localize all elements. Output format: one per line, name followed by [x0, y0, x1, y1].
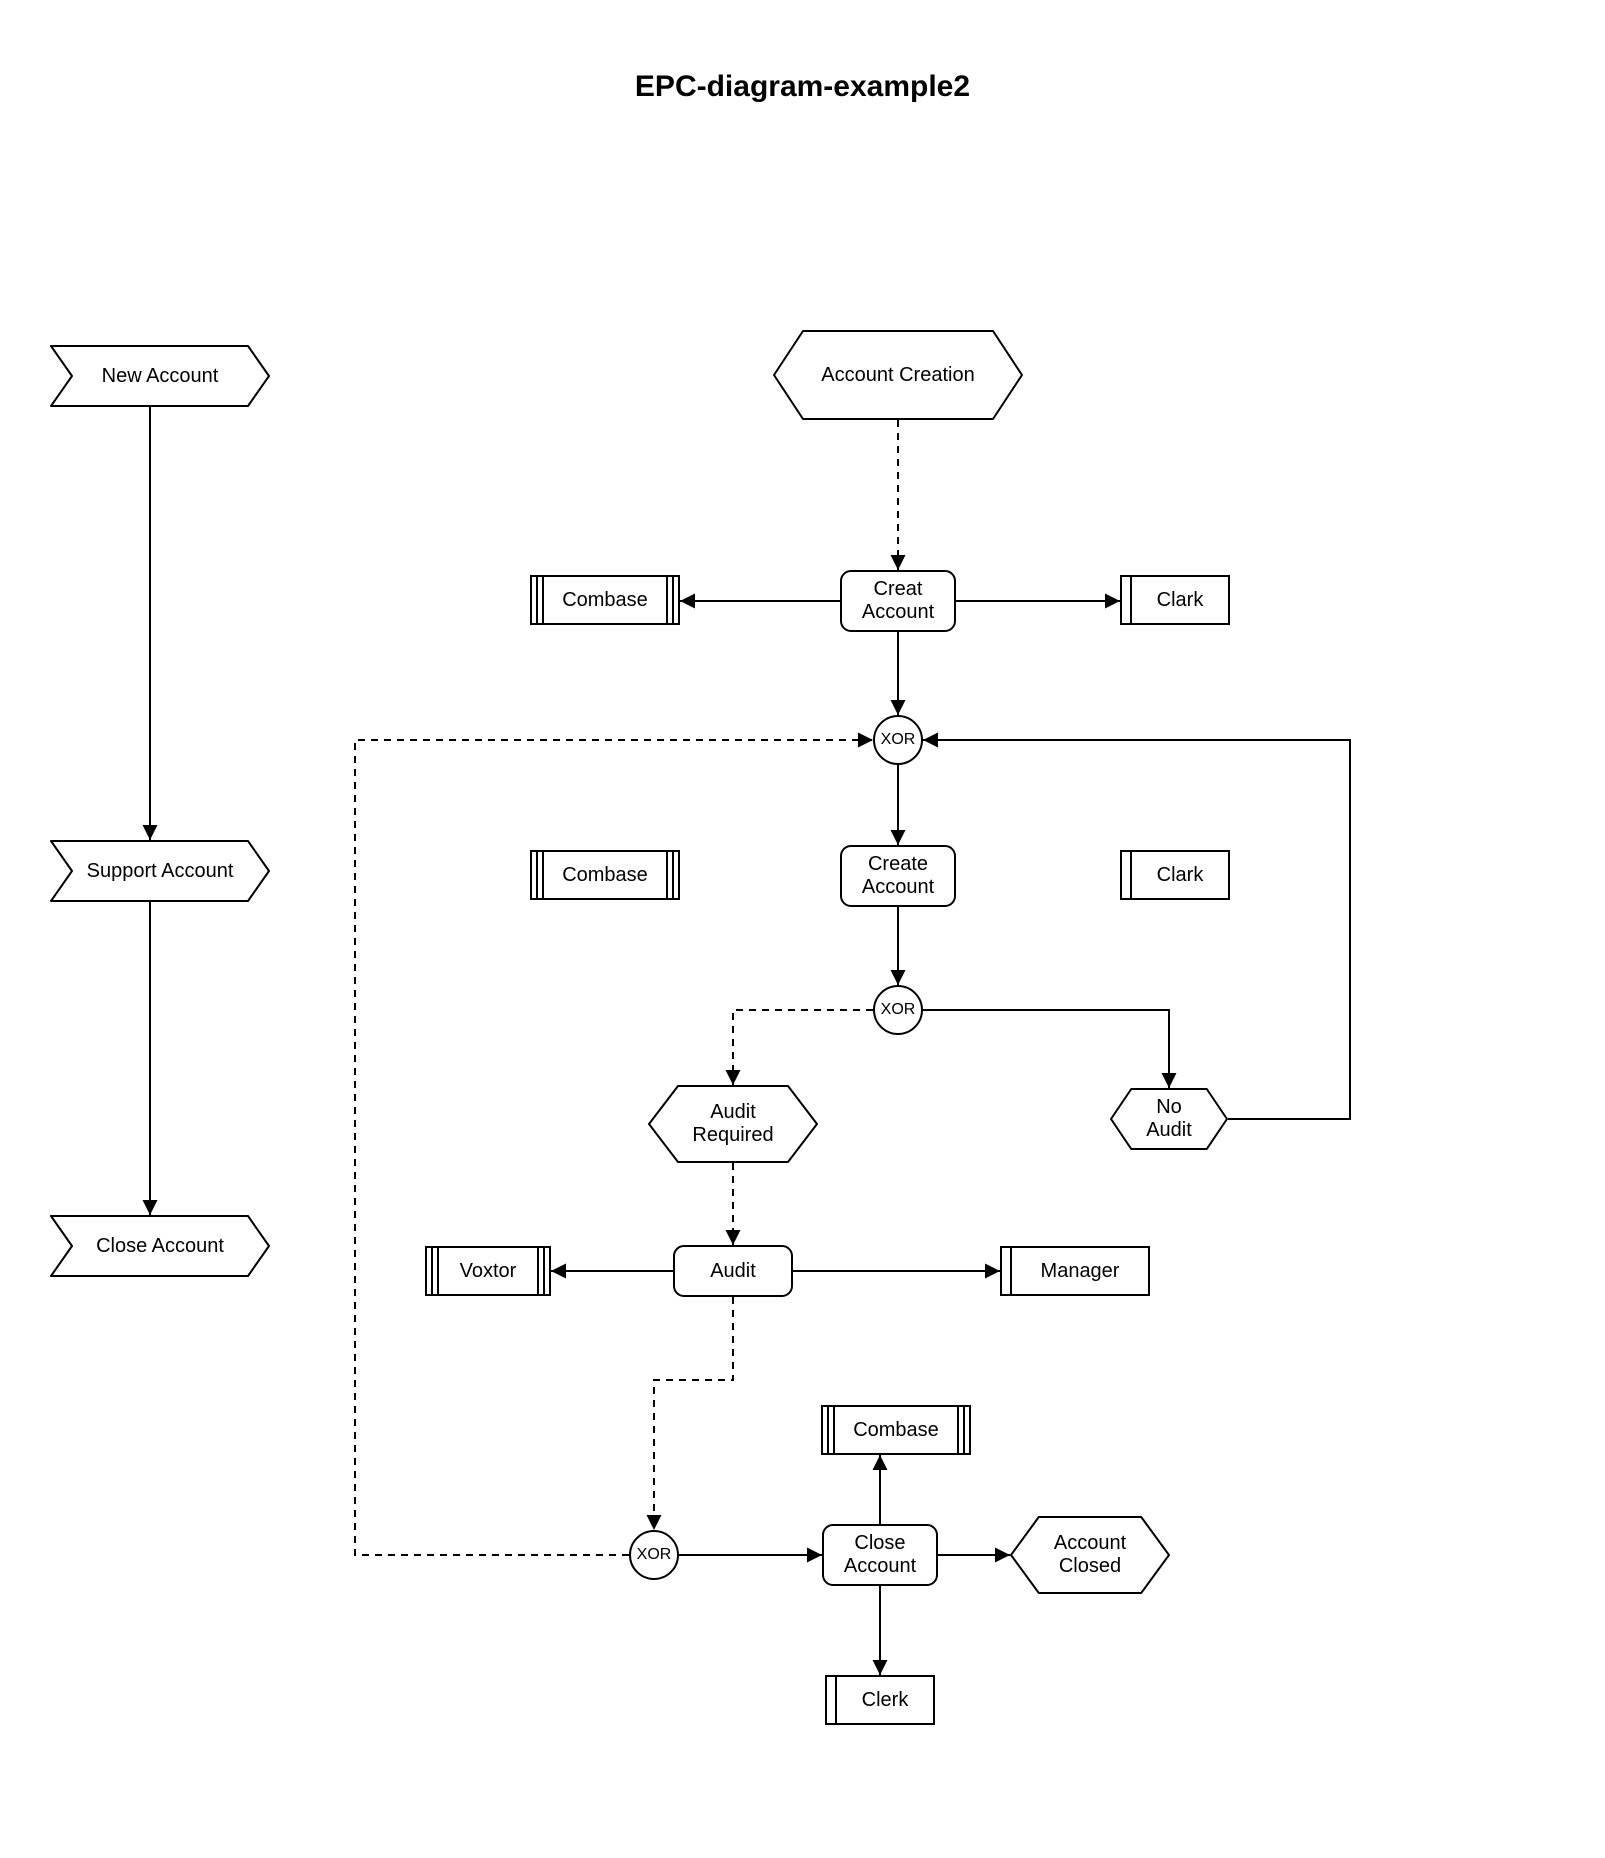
node-x1: XOR [873, 715, 923, 765]
node-label: Clark [1143, 864, 1208, 887]
node-label: Clerk [848, 1689, 913, 1712]
diagram-title: EPC-diagram-example2 [0, 70, 1605, 104]
diagram-canvas: EPC-diagram-example2 New Account Support … [0, 0, 1605, 1858]
node-label: Creat Account [862, 578, 934, 624]
node-label: Support Account [79, 860, 242, 883]
node-label: XOR [881, 731, 916, 749]
node-label: Close Account [844, 1532, 916, 1578]
node-label: Combase [546, 589, 664, 612]
node-label: Combase [546, 864, 664, 887]
node-p1: New Account [50, 345, 270, 407]
node-p3: Close Account [50, 1215, 270, 1277]
node-label: Audit Required [692, 1101, 773, 1147]
node-r3: Manager [1000, 1246, 1150, 1296]
node-label: Manager [1027, 1260, 1124, 1283]
node-d3: Voxtor [425, 1246, 551, 1296]
node-f4: Close Account [822, 1524, 938, 1586]
node-r2: Clark [1120, 850, 1230, 900]
node-h4: Account Closed [1010, 1516, 1170, 1594]
node-label: Clark [1143, 589, 1208, 612]
node-h2: Audit Required [648, 1085, 818, 1163]
node-label: Combase [837, 1419, 955, 1442]
node-d1: Combase [530, 575, 680, 625]
node-x3: XOR [629, 1530, 679, 1580]
node-p2: Support Account [50, 840, 270, 902]
node-label: Account Creation [821, 364, 974, 387]
node-r4: Clerk [825, 1675, 935, 1725]
node-label: No Audit [1146, 1096, 1192, 1142]
node-f3: Audit [673, 1245, 793, 1297]
node-f2: Create Account [840, 845, 956, 907]
node-f1: Creat Account [840, 570, 956, 632]
node-r1: Clark [1120, 575, 1230, 625]
node-label: New Account [94, 365, 227, 388]
node-label: Close Account [88, 1235, 232, 1258]
node-label: Create Account [862, 853, 934, 899]
node-label: Audit [710, 1260, 756, 1283]
node-h3: No Audit [1110, 1088, 1228, 1150]
node-x2: XOR [873, 985, 923, 1035]
node-label: XOR [637, 1546, 672, 1564]
node-d2: Combase [530, 850, 680, 900]
node-h1: Account Creation [773, 330, 1023, 420]
node-label: Account Closed [1054, 1532, 1126, 1578]
node-label: XOR [881, 1001, 916, 1019]
edge-layer [0, 0, 1605, 1858]
node-d4: Combase [821, 1405, 971, 1455]
node-label: Voxtor [444, 1260, 533, 1283]
